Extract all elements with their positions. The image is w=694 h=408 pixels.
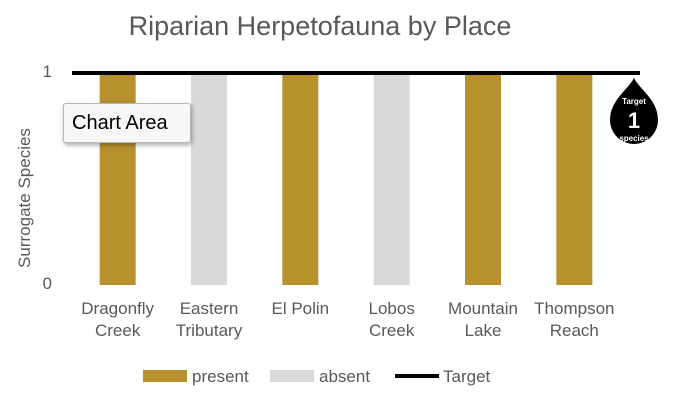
x-tick-label-2: El Polin [272, 299, 330, 318]
x-tick-label-1: Eastern Tributary [176, 299, 243, 340]
x-tick-label-0: Dragonfly Creek [81, 299, 154, 340]
y-tick-label-0: 0 [43, 274, 52, 293]
legend-swatch-absent [270, 370, 314, 382]
bar-present-4 [465, 73, 501, 285]
legend-label-absent: absent [319, 367, 370, 386]
bar-present-2 [282, 73, 319, 285]
bar-absent-1 [191, 73, 227, 285]
bar-present-5 [556, 73, 593, 285]
legend-swatch-present [143, 370, 187, 382]
x-tick-label-4: Mountain Lake [448, 299, 518, 340]
legend: present absent Target [143, 367, 491, 386]
target-badge: Target 1 species [610, 78, 658, 144]
x-tick-label-3: Lobos Creek [369, 299, 415, 340]
bars-group [99, 73, 593, 285]
legend-label-present: present [192, 367, 249, 386]
y-axis-label: Surrogate Species [15, 128, 34, 268]
target-badge-shape [610, 78, 658, 144]
y-tick-label-1: 1 [43, 62, 52, 81]
legend-label-target: Target [443, 367, 491, 386]
x-tick-labels: Dragonfly Creek Eastern Tributary El Polin Lo… [81, 299, 614, 340]
target-badge-bottom: species [619, 134, 649, 143]
chart-area-tooltip: Chart Area [63, 103, 191, 143]
tooltip-text: Chart Area [72, 111, 168, 134]
bar-absent-3 [373, 73, 410, 285]
x-tick-label-5: Thompson Reach [534, 299, 614, 340]
target-badge-value: 1 [628, 108, 640, 133]
target-badge-top: Target [622, 97, 646, 106]
chart-title: Riparian Herpetofauna by Place [129, 11, 512, 41]
